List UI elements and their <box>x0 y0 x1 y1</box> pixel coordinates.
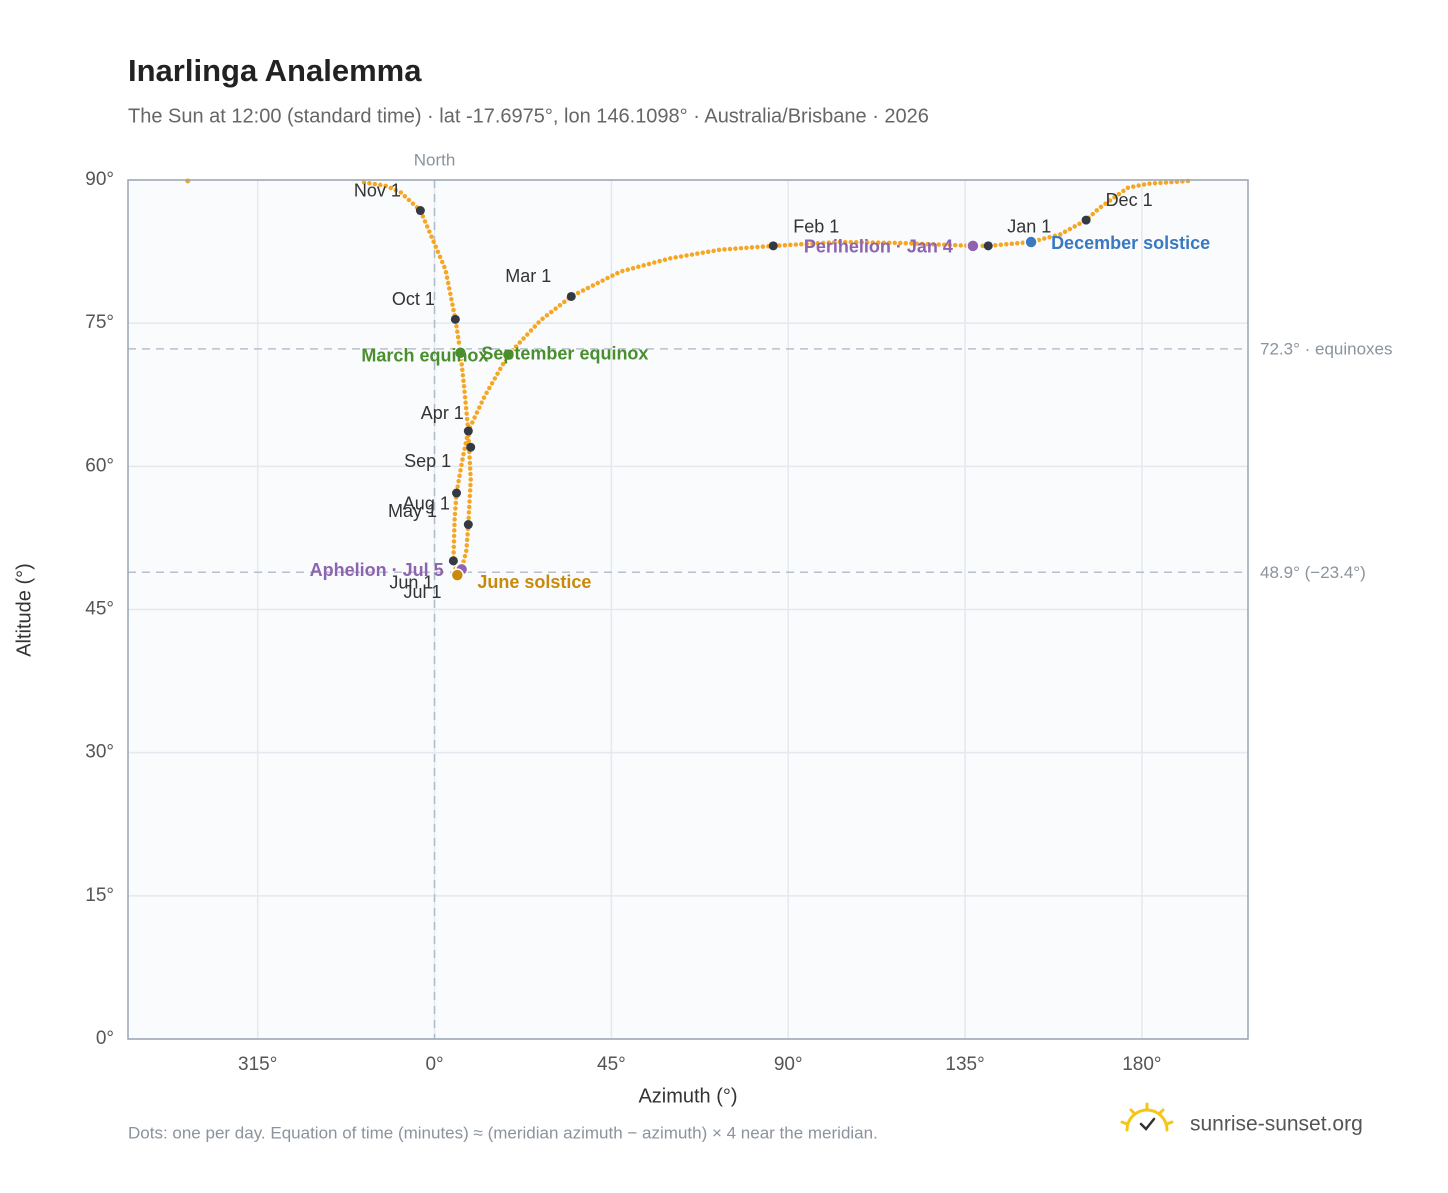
x-axis-label: Azimuth (°) <box>638 1085 737 1107</box>
reference-label: 48.9° (−23.4°) <box>1260 563 1366 582</box>
month-label: Nov 1 <box>354 180 401 200</box>
month-label: Mar 1 <box>505 266 551 286</box>
event-marker <box>501 347 516 362</box>
chart-subtitle: The Sun at 12:00 (standard time) · lat -… <box>128 105 929 127</box>
x-tick-label: 180° <box>1122 1054 1161 1075</box>
y-tick-label: 60° <box>85 455 114 476</box>
month-marker <box>466 442 476 452</box>
y-tick-label: 0° <box>96 1028 114 1049</box>
event-label: June solstice <box>477 572 591 592</box>
month-label: May 1 <box>388 501 437 521</box>
y-tick-label: 30° <box>85 742 114 763</box>
y-tick-label: 75° <box>85 312 114 333</box>
month-marker <box>1081 215 1091 225</box>
y-axis-label: Altitude (°) <box>13 563 35 657</box>
event-marker <box>1024 235 1038 249</box>
month-label: Jul 1 <box>403 582 441 602</box>
reference-label: North <box>414 150 456 169</box>
month-marker <box>463 426 473 436</box>
event-label: Aphelion · Jul 5 <box>310 560 444 580</box>
sun-dot <box>185 178 191 184</box>
month-marker <box>566 291 576 301</box>
x-tick-label: 315° <box>238 1054 277 1075</box>
y-tick-label: 45° <box>85 599 114 620</box>
month-label: Oct 1 <box>392 289 435 309</box>
x-tick-label: 0° <box>425 1054 443 1075</box>
brand-icon <box>1120 1102 1174 1132</box>
y-tick-label: 90° <box>85 169 114 190</box>
month-label: Apr 1 <box>421 403 464 423</box>
x-tick-label: 45° <box>597 1054 626 1075</box>
month-marker <box>450 314 460 324</box>
month-marker <box>415 206 425 216</box>
month-label: Aug 1 <box>403 493 450 513</box>
month-marker <box>768 241 778 251</box>
event-label: December solstice <box>1051 233 1210 253</box>
reference-label: 72.3° · equinoxes <box>1260 339 1393 358</box>
event-marker <box>453 346 468 360</box>
month-marker <box>452 488 462 498</box>
month-marker <box>983 241 993 251</box>
plot-frame <box>127 179 1249 1040</box>
brand: sunrise-sunset.org <box>1190 1113 1363 1136</box>
month-marker <box>463 520 473 530</box>
month-label: Dec 1 <box>1106 190 1153 210</box>
x-tick-label: 90° <box>774 1054 803 1075</box>
event-marker <box>450 568 465 582</box>
x-tick-label: 135° <box>945 1054 984 1075</box>
month-label: Jan 1 <box>1007 217 1051 237</box>
month-marker <box>448 556 458 566</box>
footnote: Dots: one per day. Equation of time (min… <box>128 1123 878 1142</box>
month-label: Feb 1 <box>793 217 839 237</box>
event-label: September equinox <box>481 343 648 363</box>
month-label: Sep 1 <box>404 451 451 471</box>
analemma-path <box>985 178 1191 249</box>
event-label: March equinox <box>361 346 488 366</box>
chart-title: Inarlinga Analemma <box>128 53 422 88</box>
y-tick-label: 15° <box>85 885 114 906</box>
month-label: Jun 1 <box>389 573 433 593</box>
event-label: Perihelion · Jan 4 <box>804 237 953 257</box>
event-marker <box>966 239 980 253</box>
